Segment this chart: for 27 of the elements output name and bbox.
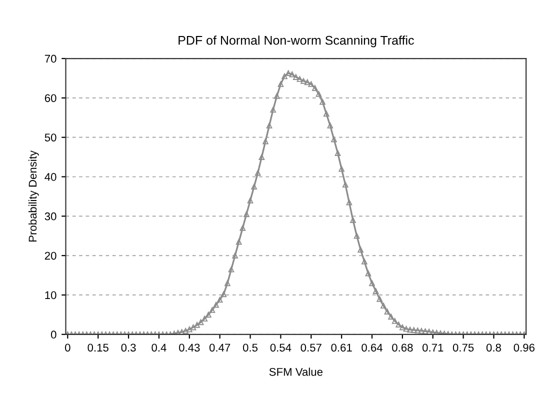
x-tick-label: 0.54 xyxy=(270,344,292,352)
x-tick-label: 0.4 xyxy=(152,344,166,352)
y-tick-label: 30 xyxy=(44,212,56,220)
x-tick-label: 0.47 xyxy=(209,344,230,352)
x-tick-label: 0.61 xyxy=(331,344,352,352)
chart-title: PDF of Normal Non-worm Scanning Traffic xyxy=(178,36,414,48)
x-tick-label: 0.8 xyxy=(486,344,501,352)
x-tick-label: 0.57 xyxy=(300,344,322,352)
y-tick-label: 40 xyxy=(44,173,56,181)
y-tick-label: 10 xyxy=(45,291,56,300)
x-tick-label: 0.5 xyxy=(242,344,258,352)
x-axis-title: SFM Value xyxy=(269,368,322,376)
y-tick-label: 0 xyxy=(50,330,56,339)
y-tick-label: 60 xyxy=(44,94,56,102)
y-axis-title: Probability Density xyxy=(28,150,39,242)
x-tick-label: 0.75 xyxy=(452,344,474,352)
x-tick-label: 0.15 xyxy=(88,344,108,352)
x-tick-label: 0.68 xyxy=(392,344,413,352)
y-tick-label: 20 xyxy=(44,252,56,260)
x-tick-label: 0.96 xyxy=(514,344,535,352)
x-tick-label: 0.43 xyxy=(179,344,200,352)
x-tick-label: 0.3 xyxy=(121,344,136,352)
x-tick-label: 0.64 xyxy=(362,344,382,352)
x-tick-label: 0.71 xyxy=(422,344,444,352)
y-tick-label: 50 xyxy=(44,134,56,142)
y-tick-label: 70 xyxy=(44,54,56,63)
x-tick-label: 0 xyxy=(65,344,70,352)
